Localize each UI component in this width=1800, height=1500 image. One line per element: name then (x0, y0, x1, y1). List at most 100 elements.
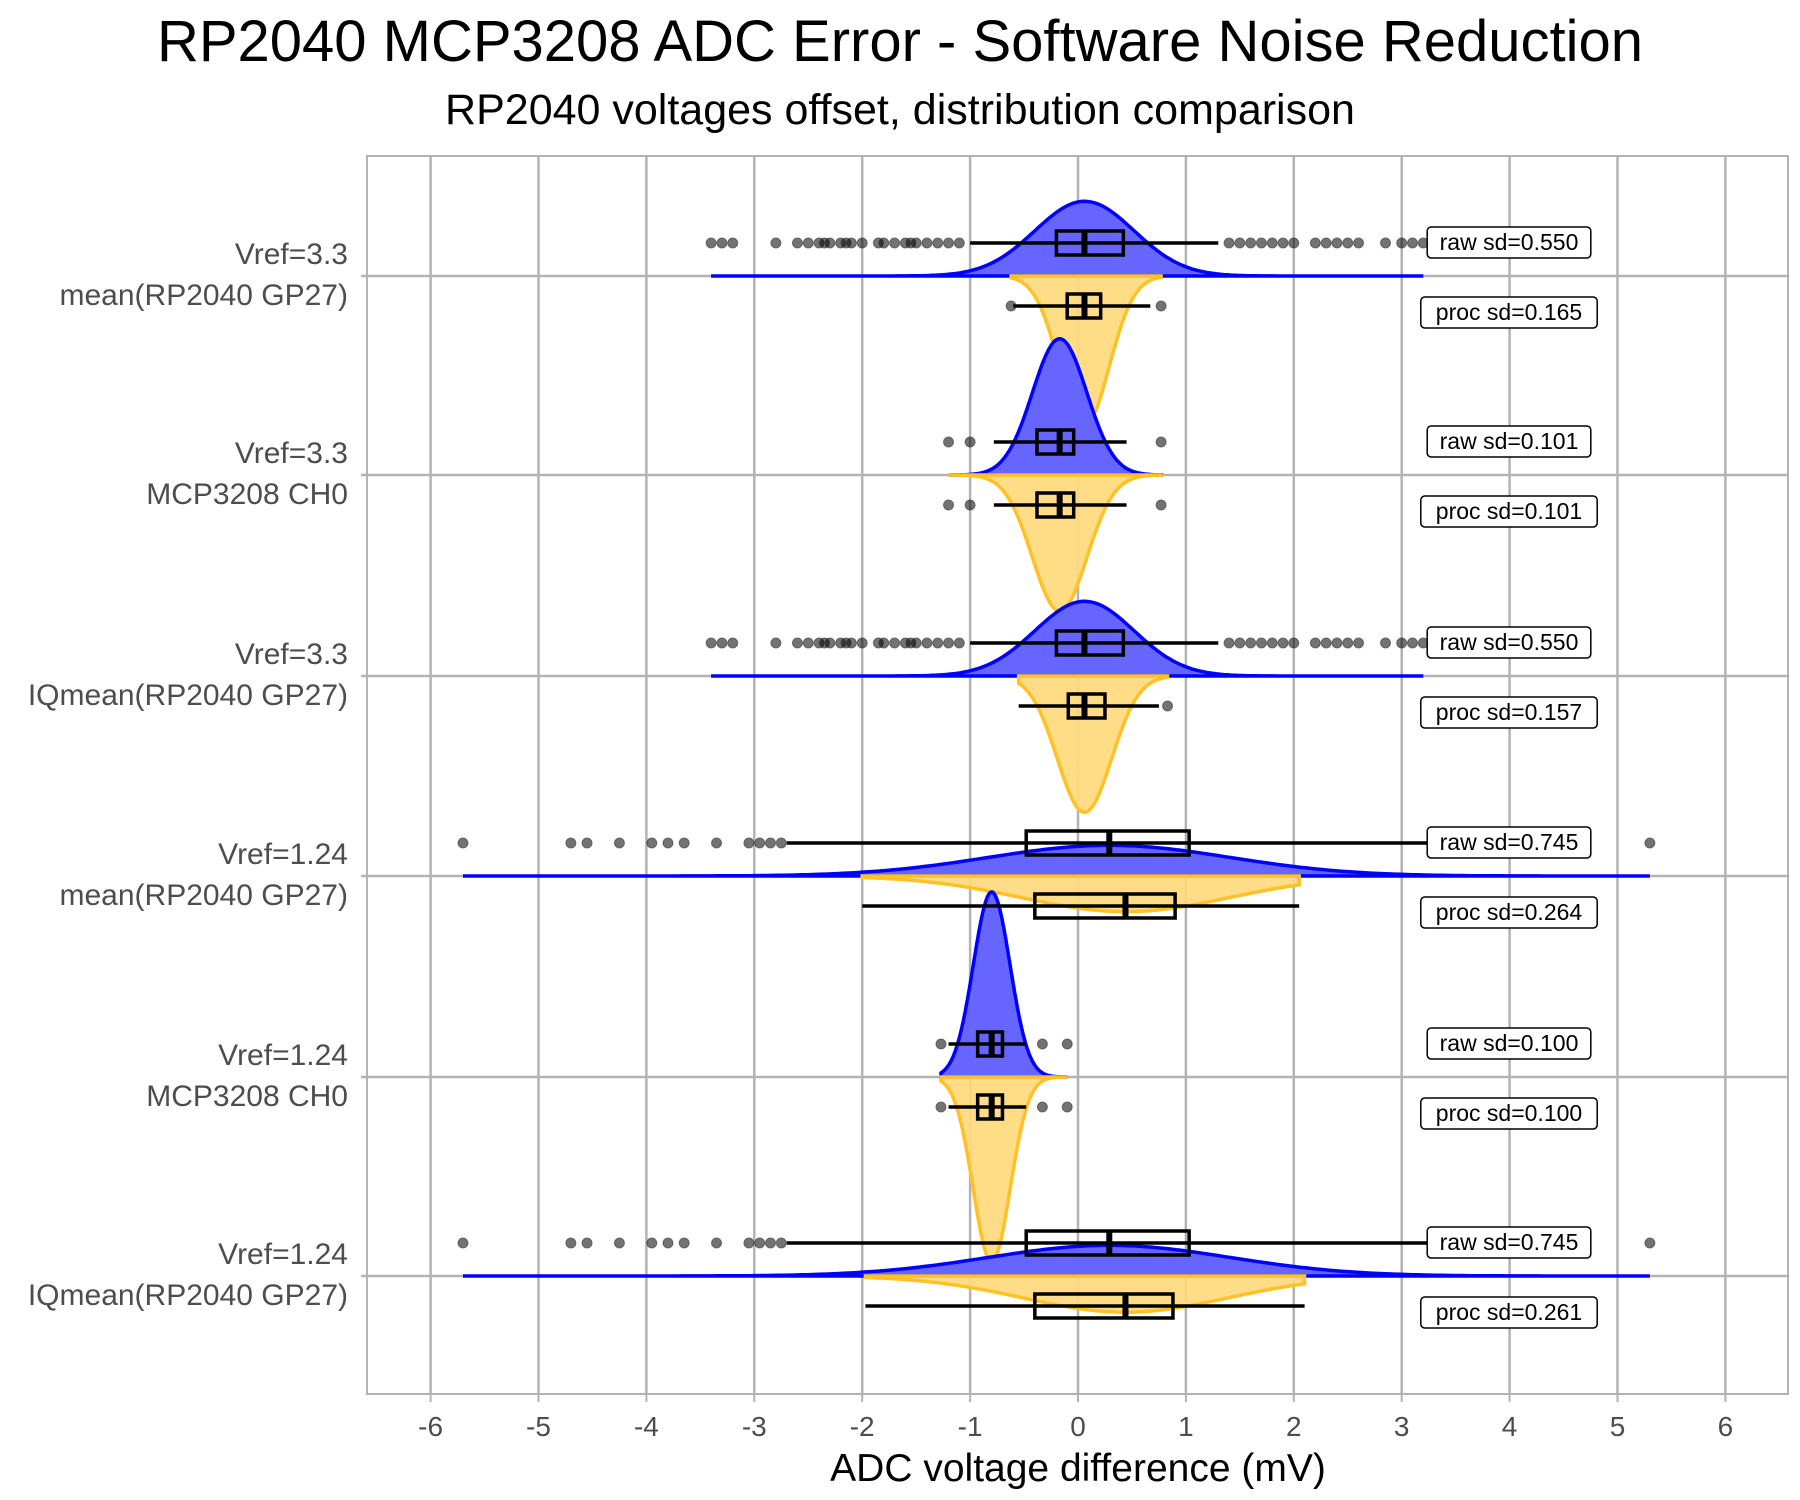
outlier-point (802, 637, 814, 649)
outlier-point (791, 237, 803, 249)
raw-boxplot (935, 1030, 1073, 1058)
outlier-point (964, 499, 976, 511)
outlier-point (1288, 237, 1300, 249)
proc-boxplot (865, 1292, 1305, 1320)
outlier-point (1245, 237, 1257, 249)
outlier-point (743, 1237, 755, 1249)
outlier-point (878, 237, 890, 249)
outlier-point (646, 1237, 658, 1249)
outlier-point (764, 1237, 776, 1249)
sd-label: proc sd=0.100 (1420, 1097, 1598, 1130)
outlier-point (646, 837, 658, 849)
y-category-label-line2: MCP3208 CH0 (146, 1080, 348, 1113)
outlier-point (1234, 637, 1246, 649)
outlier-point (1320, 637, 1332, 649)
sd-label-text: proc sd=0.100 (1436, 1100, 1582, 1126)
outlier-point (1277, 237, 1289, 249)
outlier-point (662, 1237, 674, 1249)
sd-label: raw sd=0.100 (1426, 1027, 1592, 1060)
outlier-point (1255, 637, 1267, 649)
proc-boxplot (943, 491, 1167, 519)
sd-label: raw sd=0.745 (1426, 1226, 1592, 1259)
box (1033, 1292, 1175, 1320)
proc-boxplot (1018, 692, 1174, 720)
sd-label: proc sd=0.261 (1420, 1296, 1598, 1329)
outlier-point (856, 237, 868, 249)
outlier-point (1155, 436, 1167, 448)
sd-label-box (1426, 1027, 1592, 1060)
outlier-point (1380, 637, 1392, 649)
raw-boxplot (457, 829, 1656, 857)
sd-label: raw sd=0.550 (1426, 226, 1592, 259)
outlier-point (678, 837, 690, 849)
sd-label-text: raw sd=0.550 (1440, 629, 1579, 655)
outlier-point (1288, 637, 1300, 649)
outlier-point (1353, 237, 1365, 249)
raw-boxplot (943, 428, 1167, 456)
outlier-point (1061, 1038, 1073, 1050)
outlier-point (1331, 637, 1343, 649)
y-category-label-line2: IQmean(RP2040 GP27) (28, 1279, 348, 1312)
raw-boxplot (457, 1229, 1656, 1257)
sd-label: raw sd=0.745 (1426, 826, 1592, 859)
outlier-point (953, 637, 965, 649)
sd-label-box (1420, 696, 1598, 729)
sd-label-box (1420, 296, 1598, 329)
outlier-point (1353, 637, 1365, 649)
outlier-point (932, 637, 944, 649)
outlier-point (565, 837, 577, 849)
outlier-point (1309, 237, 1321, 249)
chart-subtitle: RP2040 voltages offset, distribution com… (445, 86, 1355, 134)
sd-label-text: proc sd=0.165 (1436, 299, 1582, 325)
proc-boxplot (935, 1093, 1073, 1121)
x-axis-title: ADC voltage difference (mV) (830, 1447, 1326, 1490)
outlier-point (457, 1237, 469, 1249)
outlier-point (727, 637, 739, 649)
outlier-point (935, 1038, 947, 1050)
outlier-point (1155, 499, 1167, 511)
outlier-point (1036, 1038, 1048, 1050)
sd-label-text: raw sd=0.745 (1440, 829, 1579, 855)
outlier-point (943, 499, 955, 511)
sd-label-box (1420, 1097, 1598, 1130)
raw-density (462, 843, 1650, 878)
outlier-point (1309, 637, 1321, 649)
outlier-point (1005, 300, 1017, 312)
x-tick-label: -6 (418, 1411, 443, 1442)
outlier-point (943, 237, 955, 249)
outlier-point (935, 1101, 947, 1113)
outlier-point (770, 237, 782, 249)
sd-label: raw sd=0.550 (1426, 626, 1592, 659)
outlier-point (581, 1237, 593, 1249)
chart-title: RP2040 MCP3208 ADC Error - Software Nois… (156, 9, 1644, 74)
outlier-point (727, 237, 739, 249)
outlier-point (910, 237, 922, 249)
outlier-point (1396, 637, 1408, 649)
outlier-point (705, 237, 717, 249)
outlier-point (1061, 1101, 1073, 1113)
outlier-point (824, 237, 836, 249)
outlier-point (1234, 237, 1246, 249)
y-category-label-line1: Vref=3.3 (235, 238, 348, 271)
outlier-point (878, 637, 890, 649)
x-tick-label: -1 (958, 1411, 983, 1442)
box (1033, 892, 1177, 920)
outlier-point (1266, 637, 1278, 649)
y-category-label-line1: Vref=1.24 (218, 838, 348, 871)
outlier-point (845, 237, 857, 249)
sd-label: proc sd=0.264 (1420, 896, 1598, 929)
outlier-point (1342, 237, 1354, 249)
proc-boxplot (1005, 292, 1167, 320)
x-tick-label: -5 (526, 1411, 551, 1442)
outlier-point (1223, 237, 1235, 249)
sd-label-box (1420, 896, 1598, 929)
y-category-label-line2: IQmean(RP2040 GP27) (28, 679, 348, 712)
sd-label: raw sd=0.101 (1426, 425, 1592, 458)
outlier-point (678, 1237, 690, 1249)
raw-density (711, 599, 1424, 678)
proc-density (948, 473, 1164, 613)
y-category-label-line2: MCP3208 CH0 (146, 478, 348, 511)
outlier-point (932, 237, 944, 249)
sd-label-text: raw sd=0.101 (1440, 428, 1579, 454)
